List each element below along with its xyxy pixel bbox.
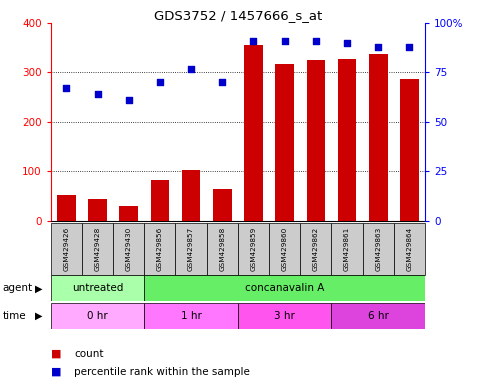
Text: 3 hr: 3 hr: [274, 311, 295, 321]
Text: GSM429863: GSM429863: [375, 227, 381, 271]
Bar: [119, 206, 138, 221]
Text: 1 hr: 1 hr: [181, 311, 201, 321]
Bar: [51, 223, 82, 275]
Text: time: time: [2, 311, 26, 321]
Text: GSM429428: GSM429428: [95, 227, 100, 271]
Bar: [400, 79, 419, 221]
Point: [125, 97, 132, 103]
Point: [406, 44, 413, 50]
Bar: [213, 189, 232, 221]
Text: ▶: ▶: [35, 311, 43, 321]
Bar: [144, 223, 175, 275]
Bar: [144, 303, 238, 329]
Text: concanavalin A: concanavalin A: [245, 283, 325, 293]
Bar: [82, 223, 113, 275]
Bar: [113, 223, 144, 275]
Bar: [338, 59, 356, 221]
Text: GSM429860: GSM429860: [282, 227, 288, 271]
Bar: [369, 54, 388, 221]
Bar: [238, 223, 269, 275]
Text: GSM429862: GSM429862: [313, 227, 319, 271]
Text: percentile rank within the sample: percentile rank within the sample: [74, 367, 250, 377]
Point: [187, 65, 195, 71]
Bar: [394, 223, 425, 275]
Text: GSM429861: GSM429861: [344, 227, 350, 271]
Bar: [182, 170, 200, 221]
Point: [343, 40, 351, 46]
Text: GSM429857: GSM429857: [188, 227, 194, 271]
Text: GSM429858: GSM429858: [219, 227, 225, 271]
Bar: [363, 223, 394, 275]
Text: ■: ■: [51, 349, 61, 359]
Text: agent: agent: [2, 283, 32, 293]
Text: ■: ■: [51, 367, 61, 377]
Point: [250, 38, 257, 44]
Point: [281, 38, 288, 44]
Bar: [307, 60, 325, 221]
Bar: [175, 223, 207, 275]
Text: ▶: ▶: [35, 283, 43, 293]
Bar: [51, 303, 144, 329]
Bar: [207, 223, 238, 275]
Bar: [300, 223, 331, 275]
Point: [374, 44, 382, 50]
Bar: [331, 223, 363, 275]
Text: count: count: [74, 349, 103, 359]
Point: [94, 91, 101, 97]
Text: GSM429430: GSM429430: [126, 227, 132, 271]
Bar: [238, 303, 331, 329]
Bar: [269, 223, 300, 275]
Bar: [275, 64, 294, 221]
Bar: [57, 195, 76, 221]
Bar: [244, 45, 263, 221]
Bar: [151, 180, 169, 221]
Point: [218, 79, 226, 86]
Title: GDS3752 / 1457666_s_at: GDS3752 / 1457666_s_at: [154, 9, 322, 22]
Bar: [88, 199, 107, 221]
Text: GSM429859: GSM429859: [251, 227, 256, 271]
Point: [312, 38, 320, 44]
Text: untreated: untreated: [72, 283, 123, 293]
Bar: [51, 275, 144, 301]
Text: GSM429426: GSM429426: [63, 227, 70, 271]
Text: 0 hr: 0 hr: [87, 311, 108, 321]
Bar: [144, 275, 425, 301]
Text: GSM429856: GSM429856: [157, 227, 163, 271]
Bar: [331, 303, 425, 329]
Point: [62, 85, 70, 91]
Text: 6 hr: 6 hr: [368, 311, 389, 321]
Point: [156, 79, 164, 86]
Text: GSM429864: GSM429864: [406, 227, 412, 271]
